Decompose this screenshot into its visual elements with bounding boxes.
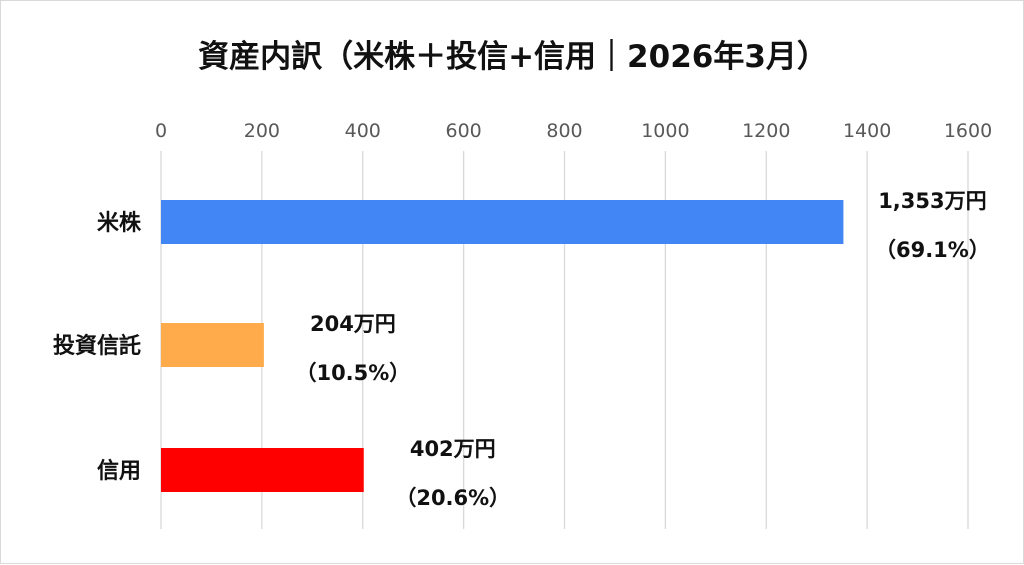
x-tick-label: 0 (155, 120, 167, 142)
x-tick-label: 1400 (843, 120, 891, 142)
category-label: 投資信託 (53, 333, 141, 359)
x-tick-label: 200 (244, 120, 280, 142)
x-tick-label: 800 (546, 120, 582, 142)
x-tick-label: 600 (445, 120, 481, 142)
bar (161, 448, 364, 492)
category-label: 米株 (97, 211, 142, 236)
data-label-percent: （69.1%） (875, 238, 990, 262)
x-tick-label: 1200 (742, 120, 790, 142)
category-label: 信用 (97, 458, 141, 484)
data-label-value: 204万円 (310, 312, 396, 336)
data-label-value: 1,353万円 (878, 189, 986, 213)
data-label-percent: （20.6%） (395, 486, 510, 510)
data-label-value: 402万円 (410, 437, 496, 461)
bar (161, 200, 844, 244)
bar (161, 323, 264, 367)
x-tick-label: 400 (345, 120, 381, 142)
x-tick-label: 1600 (944, 120, 992, 142)
x-tick-label: 1000 (641, 120, 689, 142)
data-label-percent: （10.5%） (295, 361, 410, 385)
chart-title: 資産内訳（米株＋投信+信用｜2026年3月） (198, 39, 828, 75)
